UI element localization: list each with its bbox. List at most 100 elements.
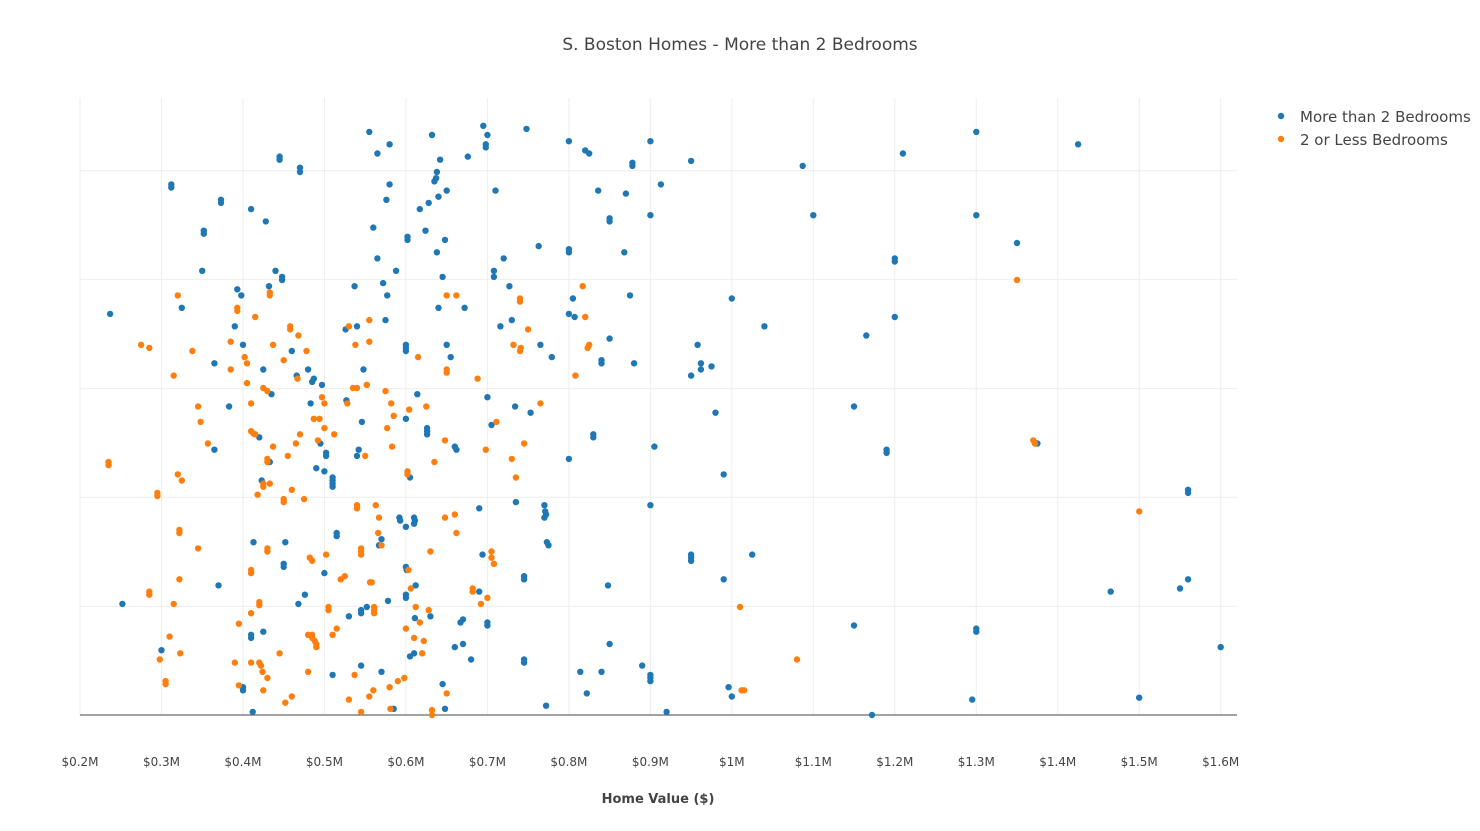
data-point (168, 184, 175, 191)
data-point (482, 141, 489, 148)
data-point (427, 548, 434, 555)
data-point (382, 387, 389, 395)
data-point (569, 295, 577, 302)
data-point (250, 539, 257, 546)
data-point (217, 196, 225, 203)
data-point (402, 523, 410, 530)
data-point (488, 421, 495, 429)
data-point (247, 566, 255, 574)
data-point (280, 357, 287, 364)
data-point (178, 477, 185, 484)
data-point (590, 434, 597, 441)
data-point (200, 227, 207, 234)
data-point (441, 437, 449, 444)
data-point (647, 212, 654, 219)
data-points (105, 122, 1224, 719)
data-point (295, 600, 302, 608)
data-point (227, 366, 234, 373)
data-point (407, 585, 414, 592)
data-point (484, 594, 491, 601)
data-point (146, 344, 153, 352)
data-point (542, 511, 550, 518)
data-point (404, 233, 411, 240)
data-point (697, 360, 705, 367)
data-point (793, 656, 801, 663)
data-point (405, 566, 412, 574)
data-point (480, 122, 487, 129)
data-point (582, 313, 589, 321)
data-point (410, 634, 418, 642)
data-point (512, 498, 520, 506)
data-point (622, 190, 630, 197)
data-point (484, 394, 491, 401)
data-point (606, 640, 613, 648)
data-point (749, 551, 756, 558)
data-point (598, 668, 605, 675)
data-point (433, 249, 441, 256)
data-point (416, 619, 423, 626)
data-point (353, 323, 361, 330)
data-point (366, 338, 373, 345)
data-point (630, 360, 638, 367)
data-point (488, 548, 495, 555)
data-point (712, 409, 719, 416)
data-point (197, 418, 204, 426)
legend-entry: More than 2 Bedrooms (1300, 108, 1471, 126)
data-point (443, 690, 450, 697)
series-1 (105, 276, 1143, 719)
data-point (390, 412, 397, 419)
data-point (262, 218, 269, 225)
data-point (423, 431, 431, 438)
data-point (280, 498, 287, 506)
data-point (260, 687, 267, 694)
data-point (410, 514, 418, 521)
data-point (423, 403, 430, 410)
x-tick-label: $0.7M (469, 755, 506, 769)
data-point (265, 283, 273, 290)
x-tick-label: $0.8M (550, 755, 587, 769)
data-point (586, 341, 593, 348)
legend: More than 2 Bedrooms 2 or Less Bedrooms (1277, 108, 1471, 149)
data-point (510, 341, 517, 348)
data-point (352, 341, 359, 348)
data-point (740, 687, 748, 694)
data-point (476, 588, 483, 595)
data-point (461, 304, 468, 311)
data-point (720, 576, 727, 583)
data-point (453, 446, 460, 453)
data-point (439, 680, 446, 688)
data-point (178, 304, 185, 311)
data-point (647, 502, 654, 509)
data-point (231, 659, 238, 666)
data-point (162, 677, 169, 685)
data-point (523, 125, 530, 133)
data-point (204, 440, 212, 447)
x-axis-label: Home Value ($) (602, 792, 715, 807)
data-point (266, 289, 273, 296)
data-point (363, 603, 370, 611)
data-point (565, 310, 573, 318)
data-point (973, 625, 980, 632)
data-point (199, 267, 206, 274)
data-point (1031, 440, 1039, 447)
data-point (321, 424, 328, 432)
data-point (357, 545, 365, 552)
data-point (257, 662, 265, 669)
data-point (435, 304, 442, 311)
data-point (868, 711, 876, 719)
data-point (428, 706, 436, 714)
data-point (447, 353, 454, 361)
data-point (508, 455, 515, 463)
data-point (422, 227, 429, 234)
data-point (344, 400, 351, 407)
data-point (414, 391, 421, 398)
data-point (433, 168, 441, 176)
data-point (362, 452, 369, 460)
data-point (443, 187, 450, 194)
data-point (427, 613, 434, 620)
data-point (294, 375, 301, 382)
data-point (321, 468, 328, 475)
data-point (687, 157, 695, 165)
data-point (310, 375, 317, 382)
